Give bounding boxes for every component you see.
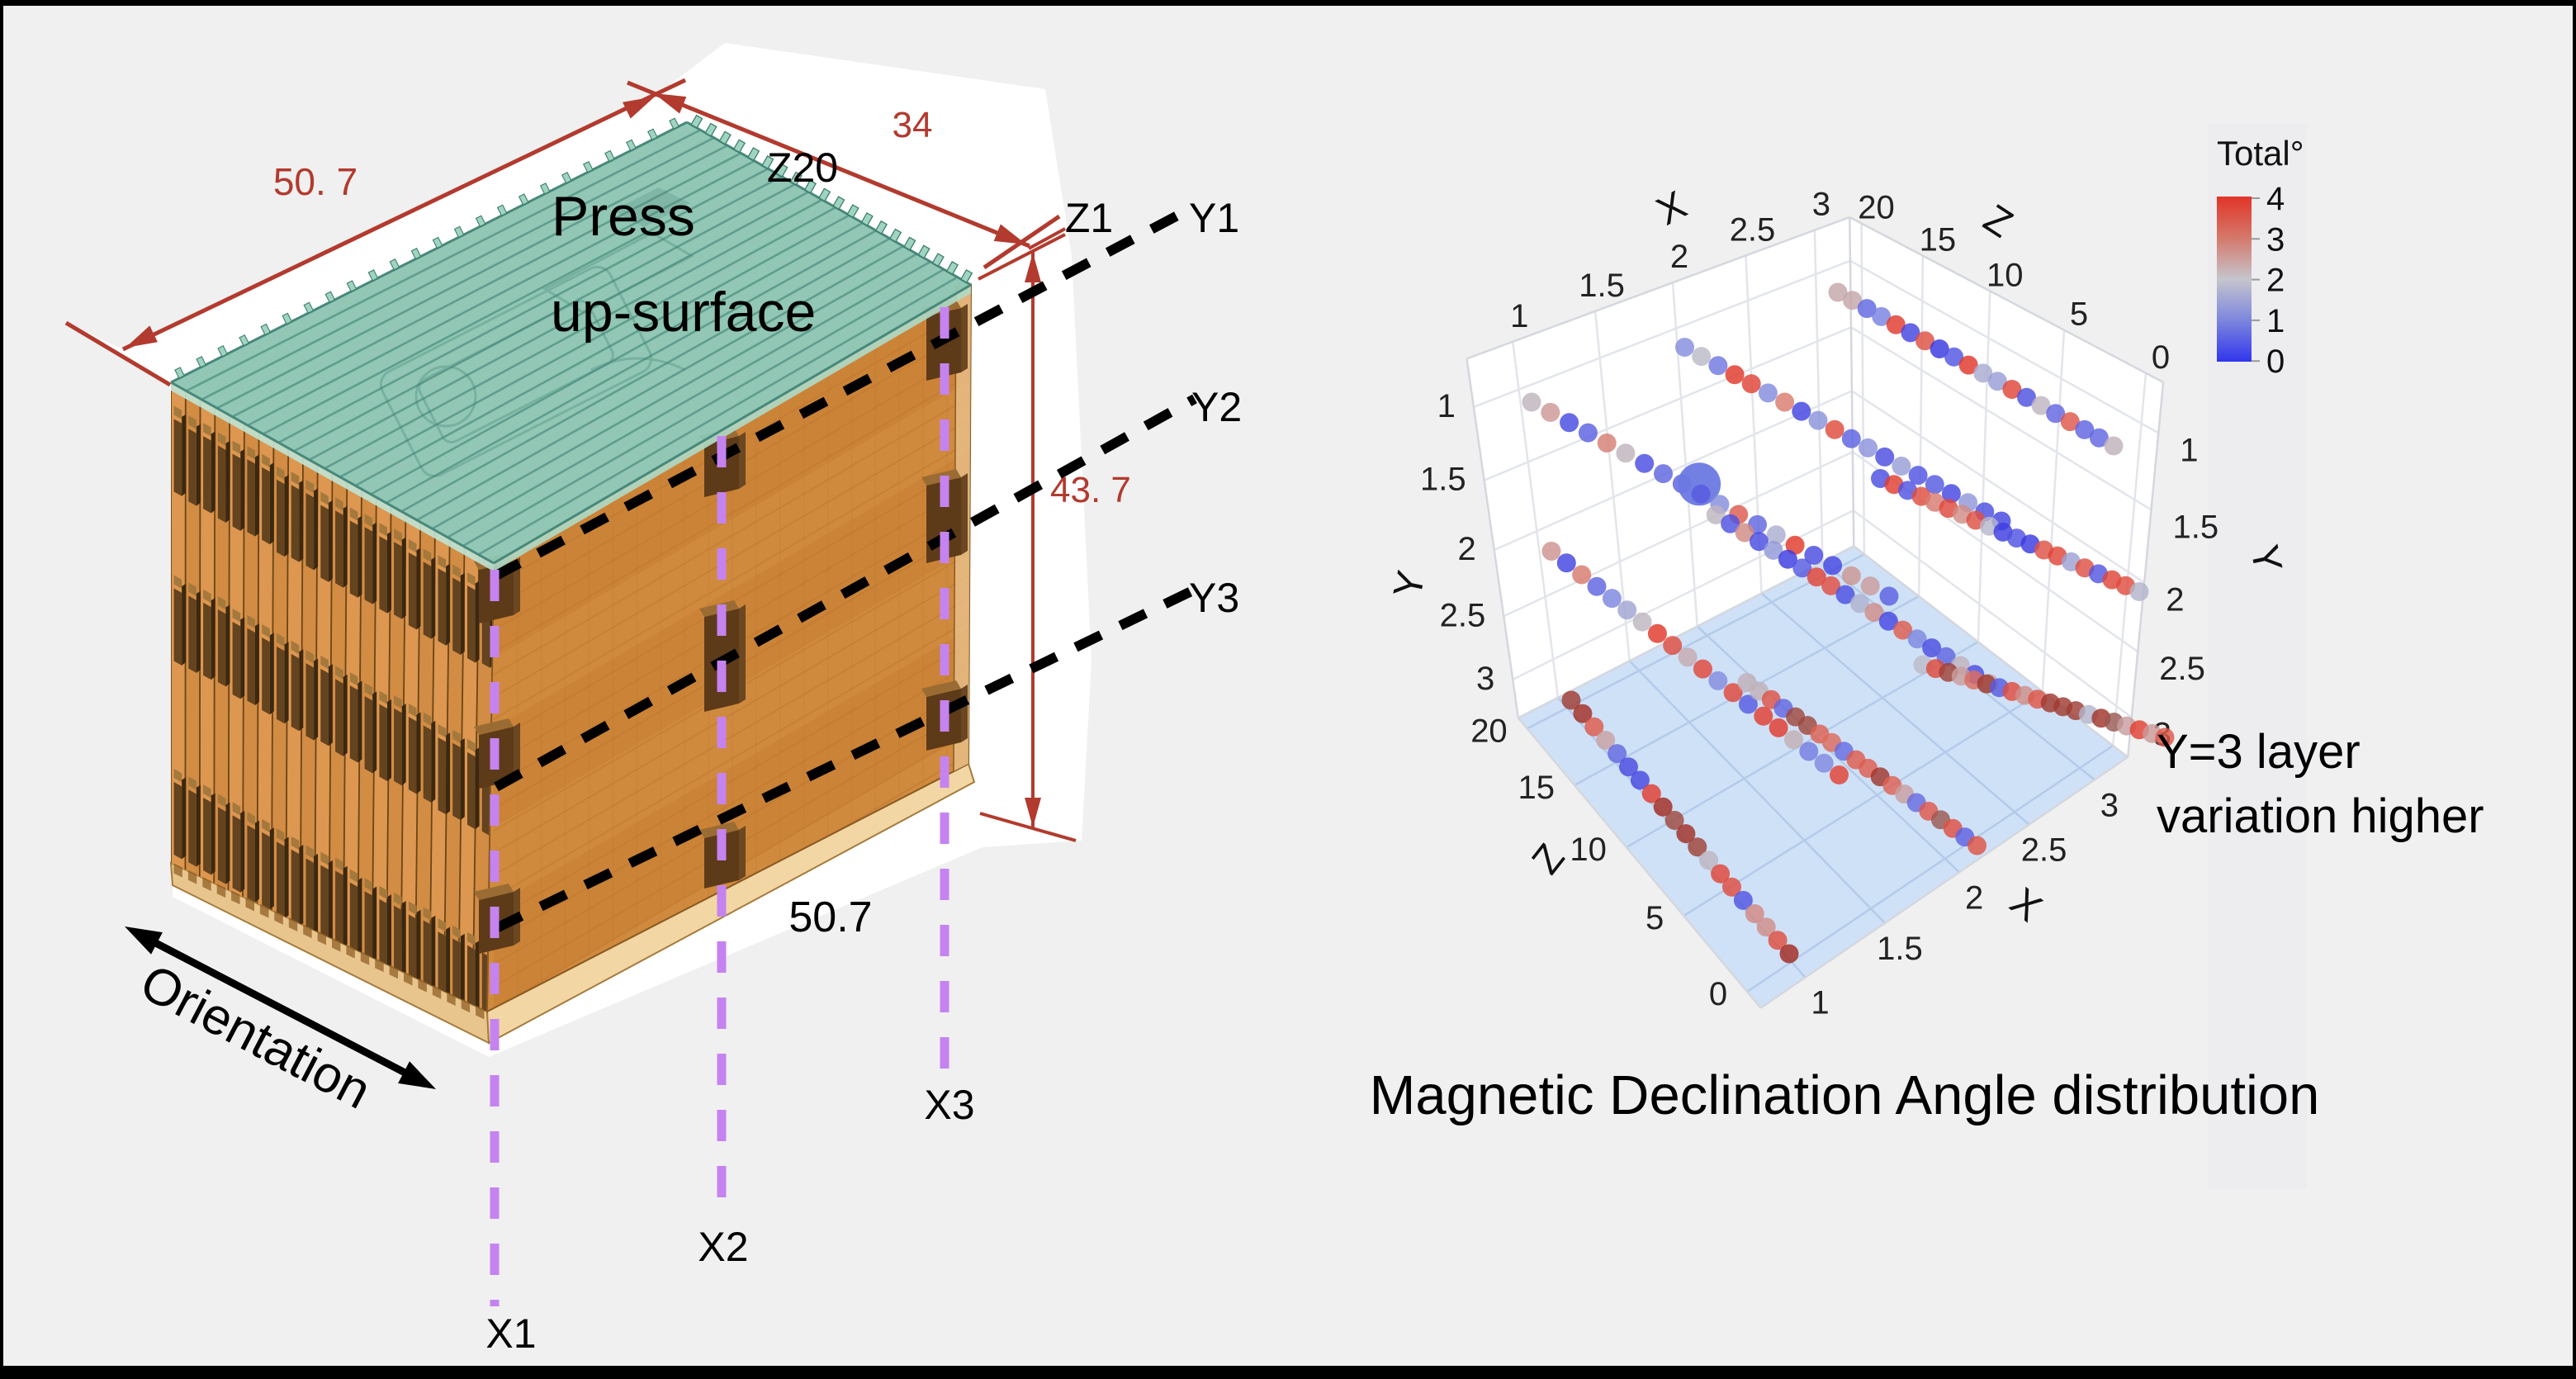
svg-text:4: 4	[2266, 181, 2285, 217]
svg-text:X3: X3	[924, 1082, 974, 1128]
svg-text:2: 2	[1965, 879, 1983, 916]
svg-text:1: 1	[2266, 303, 2285, 339]
svg-text:Y2: Y2	[1191, 384, 1242, 430]
svg-text:5: 5	[1646, 900, 1664, 936]
svg-text:up-surface: up-surface	[551, 281, 816, 344]
svg-text:3: 3	[2266, 221, 2285, 258]
svg-text:2.5: 2.5	[2159, 651, 2205, 687]
svg-text:15: 15	[1920, 222, 1957, 258]
svg-text:2: 2	[2266, 263, 2285, 299]
svg-text:10: 10	[1986, 258, 2024, 294]
svg-text:15: 15	[1518, 770, 1556, 806]
svg-text:5: 5	[2070, 296, 2088, 333]
svg-text:2.5: 2.5	[2021, 832, 2067, 869]
svg-text:1: 1	[2180, 432, 2198, 468]
svg-text:3: 3	[1812, 187, 1830, 223]
svg-text:2: 2	[1457, 531, 1475, 567]
svg-text:variation higher: variation higher	[2157, 789, 2484, 843]
svg-text:Z20: Z20	[767, 145, 838, 191]
svg-text:10: 10	[1570, 832, 1607, 868]
svg-text:2: 2	[2166, 582, 2184, 618]
svg-text:50.7: 50.7	[788, 893, 872, 941]
svg-text:1.5: 1.5	[1877, 931, 1923, 967]
svg-text:Total°: Total°	[2217, 134, 2304, 173]
svg-text:0: 0	[2266, 344, 2285, 380]
svg-text:Y1: Y1	[1189, 195, 1239, 241]
svg-text:0: 0	[1709, 976, 1727, 1012]
svg-text:0: 0	[2152, 339, 2170, 376]
svg-text:3: 3	[1476, 661, 1494, 697]
svg-text:2: 2	[1670, 239, 1688, 275]
svg-text:Z1: Z1	[1065, 195, 1113, 241]
svg-text:20: 20	[1470, 713, 1508, 749]
svg-text:34: 34	[893, 105, 933, 145]
svg-text:20: 20	[1858, 189, 1895, 225]
svg-text:1: 1	[1510, 298, 1528, 334]
svg-text:Press: Press	[552, 185, 695, 248]
svg-text:Y=3 layer: Y=3 layer	[2157, 725, 2361, 779]
svg-text:2.5: 2.5	[1440, 597, 1486, 633]
svg-text:1.5: 1.5	[2173, 509, 2219, 545]
svg-text:X1: X1	[485, 1310, 536, 1357]
svg-text:1.5: 1.5	[1579, 268, 1625, 304]
svg-text:Magnetic Declination Angle dis: Magnetic Declination Angle distribution	[1370, 1064, 2320, 1126]
svg-text:1: 1	[1437, 388, 1456, 424]
svg-text:50. 7: 50. 7	[273, 160, 358, 203]
svg-text:X2: X2	[698, 1224, 748, 1270]
svg-text:1.5: 1.5	[1420, 462, 1466, 498]
svg-text:3: 3	[2100, 787, 2119, 823]
svg-text:2.5: 2.5	[1730, 212, 1776, 249]
svg-text:1: 1	[1811, 985, 1829, 1021]
svg-text:Y3: Y3	[1189, 575, 1239, 621]
